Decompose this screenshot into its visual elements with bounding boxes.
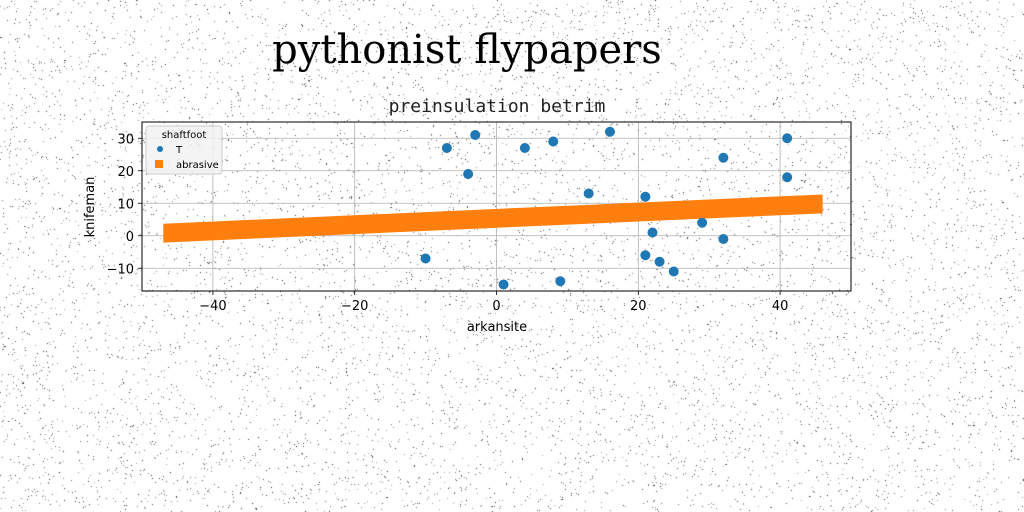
scatter-point xyxy=(782,172,792,182)
scatter-point xyxy=(442,143,452,153)
scatter-point xyxy=(499,280,509,290)
y-axis-label: knifeman xyxy=(83,177,98,238)
scatter-point xyxy=(470,130,480,140)
scatter-point xyxy=(669,267,679,277)
scatter-point xyxy=(555,276,565,286)
scatter-point xyxy=(640,250,650,260)
y-tick-label: −10 xyxy=(107,262,134,277)
x-axis-label: arkansite xyxy=(467,320,527,335)
scatter-point xyxy=(647,228,657,238)
x-tick-label: 40 xyxy=(772,299,789,314)
x-axis-ticks: −40 −20 0 20 40 xyxy=(199,291,788,314)
legend-marker-abrasive xyxy=(155,160,163,168)
legend-title: shaftfoot xyxy=(162,130,207,141)
scatter-point xyxy=(655,257,665,267)
chart-title: preinsulation betrim xyxy=(389,96,606,117)
y-tick-label: 10 xyxy=(117,197,134,212)
scatter-point xyxy=(718,234,728,244)
legend-label-t: T xyxy=(175,145,183,156)
scatter-point xyxy=(718,153,728,163)
scatter-point xyxy=(548,137,558,147)
legend: shaftfoot T abrasive xyxy=(146,126,222,174)
scatter-point xyxy=(697,218,707,228)
scatter-point xyxy=(463,169,473,179)
y-tick-label: 0 xyxy=(126,230,134,245)
y-axis-ticks: −10 0 10 20 30 xyxy=(107,132,142,277)
legend-label-abrasive: abrasive xyxy=(176,160,219,171)
legend-marker-t xyxy=(157,146,163,152)
scatter-point xyxy=(520,143,530,153)
x-tick-label: −40 xyxy=(199,299,226,314)
x-tick-label: 20 xyxy=(630,299,647,314)
scatter-point xyxy=(421,254,431,264)
scatter-point xyxy=(605,127,615,137)
scatter-point xyxy=(584,189,594,199)
y-tick-label: 20 xyxy=(117,165,134,180)
x-tick-label: 0 xyxy=(492,299,500,314)
scatter-point xyxy=(640,192,650,202)
x-tick-label: −20 xyxy=(341,299,368,314)
scatter-point xyxy=(782,133,792,143)
y-tick-label: 30 xyxy=(117,132,134,147)
